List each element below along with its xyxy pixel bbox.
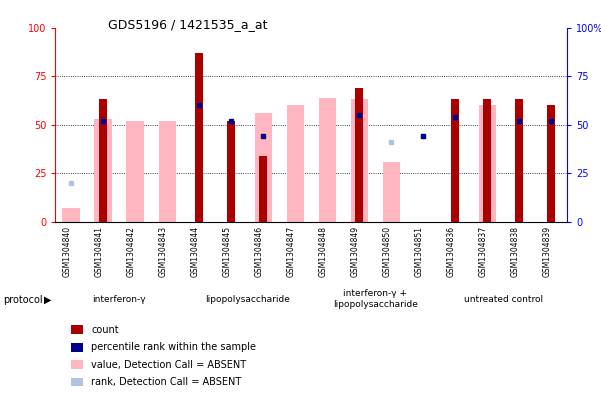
Text: GSM1304843: GSM1304843: [158, 226, 167, 277]
Bar: [355, 88, 364, 222]
Bar: [71, 378, 84, 386]
Text: GSM1304845: GSM1304845: [222, 226, 231, 277]
Bar: [63, 208, 80, 222]
Bar: [195, 53, 203, 222]
Text: GSM1304838: GSM1304838: [510, 226, 519, 277]
Text: GSM1304839: GSM1304839: [542, 226, 551, 277]
Bar: [159, 121, 176, 222]
Text: lipopolysaccharide: lipopolysaccharide: [205, 295, 290, 303]
Bar: [126, 121, 144, 222]
Text: GSM1304837: GSM1304837: [478, 226, 487, 277]
Text: count: count: [91, 325, 119, 335]
Text: GSM1304849: GSM1304849: [350, 226, 359, 277]
Bar: [71, 360, 84, 369]
Bar: [350, 99, 368, 222]
Text: percentile rank within the sample: percentile rank within the sample: [91, 342, 256, 352]
Text: GDS5196 / 1421535_a_at: GDS5196 / 1421535_a_at: [108, 18, 267, 31]
Bar: [483, 99, 492, 222]
Text: ▶: ▶: [44, 295, 51, 305]
Text: GSM1304844: GSM1304844: [191, 226, 200, 277]
Bar: [548, 105, 555, 222]
Bar: [319, 97, 336, 222]
Text: GSM1304850: GSM1304850: [382, 226, 391, 277]
Bar: [478, 105, 496, 222]
Text: value, Detection Call = ABSENT: value, Detection Call = ABSENT: [91, 360, 246, 370]
Bar: [227, 121, 236, 222]
Bar: [254, 113, 272, 222]
Text: GSM1304847: GSM1304847: [286, 226, 295, 277]
Bar: [99, 99, 108, 222]
Text: GSM1304836: GSM1304836: [447, 226, 456, 277]
Bar: [382, 162, 400, 222]
Text: rank, Detection Call = ABSENT: rank, Detection Call = ABSENT: [91, 377, 242, 387]
Text: untreated control: untreated control: [464, 295, 543, 303]
Text: GSM1304841: GSM1304841: [94, 226, 103, 277]
Bar: [287, 105, 304, 222]
Bar: [515, 99, 523, 222]
Text: interferon-γ: interferon-γ: [93, 295, 146, 303]
Text: protocol: protocol: [3, 295, 43, 305]
Text: GSM1304842: GSM1304842: [126, 226, 135, 277]
Bar: [71, 325, 84, 334]
Bar: [451, 99, 459, 222]
Bar: [71, 343, 84, 352]
Text: GSM1304848: GSM1304848: [319, 226, 328, 277]
Text: GSM1304846: GSM1304846: [254, 226, 263, 277]
Text: GSM1304851: GSM1304851: [414, 226, 423, 277]
Bar: [94, 119, 112, 222]
Bar: [259, 156, 267, 222]
Text: GSM1304840: GSM1304840: [63, 226, 72, 277]
Text: interferon-γ +
lipopolysaccharide: interferon-γ + lipopolysaccharide: [333, 289, 418, 309]
